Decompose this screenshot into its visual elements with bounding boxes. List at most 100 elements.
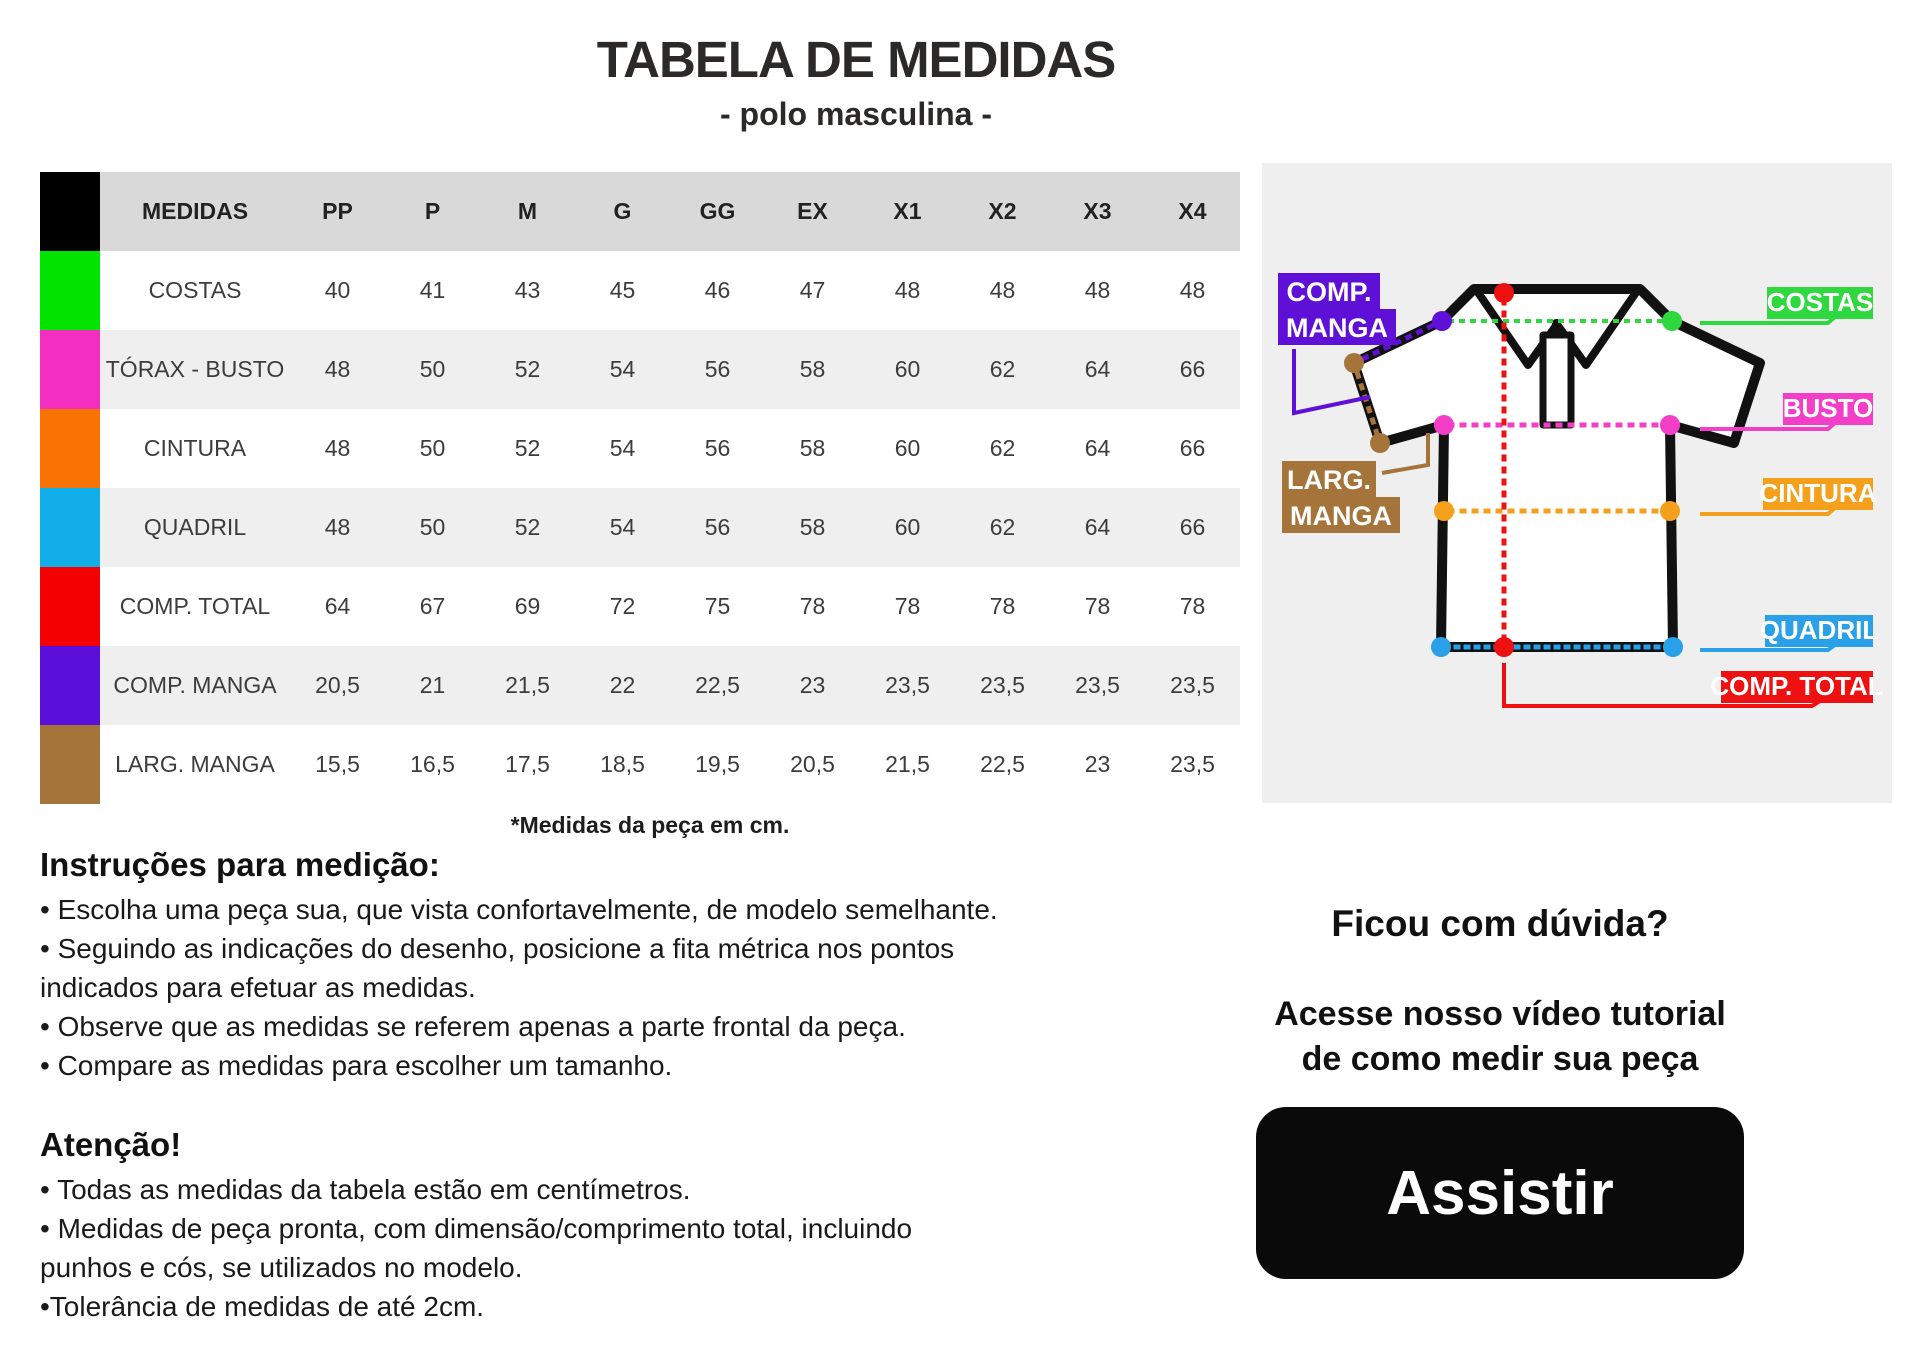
cell-value: 21,5 — [480, 646, 575, 725]
label-comp-manga-line2: MANGA — [1286, 313, 1388, 343]
label-comp-manga-box1 — [1278, 273, 1380, 309]
cell-value: 50 — [385, 330, 480, 409]
label-comp-total: COMP. TOTAL — [1710, 671, 1883, 701]
instructions-heading: Instruções para medição: — [40, 846, 440, 883]
table-row: TÓRAX - BUSTO 48 50 52 54 56 58 60 62 64… — [40, 330, 1240, 409]
cell-value: 56 — [670, 409, 765, 488]
cell-value: 40 — [290, 251, 385, 330]
column-header-size: X1 — [860, 172, 955, 251]
column-header-size: X4 — [1145, 172, 1240, 251]
placket — [1539, 331, 1575, 429]
cell-value: 18,5 — [575, 725, 670, 804]
label-larg-manga-box2 — [1282, 497, 1400, 533]
cell-value: 78 — [765, 567, 860, 646]
row-label: TÓRAX - BUSTO — [100, 330, 290, 409]
help-cta: Acesse nosso vídeo tutorial de como medi… — [1230, 992, 1770, 1082]
measure-dot-larg-manga-top — [1344, 353, 1364, 373]
cell-value: 67 — [385, 567, 480, 646]
cell-value: 23,5 — [955, 646, 1050, 725]
cell-value: 60 — [860, 488, 955, 567]
label-larg-manga-line1: LARG. — [1287, 465, 1371, 495]
cell-value: 50 — [385, 488, 480, 567]
cell-value: 22,5 — [955, 725, 1050, 804]
cell-value: 48 — [1050, 251, 1145, 330]
table-row: CINTURA 48 50 52 54 56 58 60 62 64 66 — [40, 409, 1240, 488]
cell-value: 23 — [1050, 725, 1145, 804]
cell-value: 72 — [575, 567, 670, 646]
cell-value: 47 — [765, 251, 860, 330]
label-cintura-box — [1763, 478, 1873, 510]
cell-value: 52 — [480, 488, 575, 567]
table-row: QUADRIL 48 50 52 54 56 58 60 62 64 66 — [40, 488, 1240, 567]
label-quadril: QUADRIL — [1760, 615, 1879, 645]
cell-value: 54 — [575, 330, 670, 409]
color-swatch — [40, 725, 100, 804]
cell-value: 23,5 — [1050, 646, 1145, 725]
cell-value: 52 — [480, 330, 575, 409]
cell-value: 23,5 — [860, 646, 955, 725]
measure-dot-comp-manga — [1432, 311, 1452, 331]
column-header-size: G — [575, 172, 670, 251]
cell-value: 78 — [1145, 567, 1240, 646]
measure-dot-larg-manga-bottom — [1370, 433, 1390, 453]
cell-value: 48 — [860, 251, 955, 330]
row-label: CINTURA — [100, 409, 290, 488]
cell-value: 62 — [955, 409, 1050, 488]
cell-value: 46 — [670, 251, 765, 330]
label-comp-total-box — [1721, 671, 1873, 703]
cell-value: 60 — [860, 409, 955, 488]
cell-value: 56 — [670, 330, 765, 409]
cell-value: 54 — [575, 488, 670, 567]
instructions-list: • Escolha uma peça sua, que vista confor… — [40, 890, 1220, 1085]
color-swatch — [40, 409, 100, 488]
cell-value: 48 — [290, 409, 385, 488]
color-swatch — [40, 567, 100, 646]
measure-dot-quadril-right — [1663, 637, 1683, 657]
column-header-medidas: MEDIDAS — [100, 172, 290, 251]
cell-value: 48 — [290, 488, 385, 567]
measure-dot-cintura-left — [1434, 501, 1454, 521]
polo-diagram-panel: COMP. MANGA LARG. MANGA COSTAS BUSTO CIN… — [1262, 163, 1892, 803]
attention-item: • Todas as medidas da tabela estão em ce… — [40, 1174, 691, 1205]
instruction-item: • Escolha uma peça sua, que vista confor… — [40, 894, 998, 925]
table-row: COSTAS 40 41 43 45 46 47 48 48 48 48 — [40, 251, 1240, 330]
size-table: MEDIDAS PP P M G GG EX X1 X2 X3 X4 COSTA… — [40, 172, 1240, 804]
attention-item: • Medidas de peça pronta, com dimensão/c… — [40, 1213, 913, 1244]
column-header-size: EX — [765, 172, 860, 251]
cell-value: 60 — [860, 330, 955, 409]
cell-value: 66 — [1145, 488, 1240, 567]
measure-line-larg-manga — [1350, 359, 1384, 447]
cell-value: 21,5 — [860, 725, 955, 804]
cell-value: 75 — [670, 567, 765, 646]
label-busto-box — [1783, 393, 1873, 425]
cell-value: 66 — [1145, 409, 1240, 488]
measure-dot-cintura-right — [1660, 501, 1680, 521]
measure-dot-busto-right — [1660, 415, 1680, 435]
row-label: COMP. TOTAL — [100, 567, 290, 646]
cell-value: 16,5 — [385, 725, 480, 804]
label-busto: BUSTO — [1783, 393, 1874, 423]
label-larg-manga-box1 — [1282, 461, 1376, 497]
table-footnote: *Medidas da peça em cm. — [510, 812, 790, 838]
cell-value: 48 — [955, 251, 1050, 330]
help-cta-line1: Acesse nosso vídeo tutorial — [1274, 995, 1726, 1033]
cell-value: 21 — [385, 646, 480, 725]
measure-dot-comp-total-top — [1494, 283, 1514, 303]
row-label: COMP. MANGA — [100, 646, 290, 725]
cell-value: 48 — [290, 330, 385, 409]
column-header-size: P — [385, 172, 480, 251]
cell-value: 22 — [575, 646, 670, 725]
cell-value: 78 — [1050, 567, 1145, 646]
page-title: TABELA DE MEDIDAS — [596, 31, 1117, 88]
page-subtitle: - polo masculina - — [719, 96, 993, 132]
polo-diagram: COMP. MANGA LARG. MANGA COSTAS BUSTO CIN… — [1278, 273, 1884, 708]
measure-dot-costas — [1662, 311, 1682, 331]
watch-button[interactable]: Assistir — [1256, 1107, 1744, 1279]
cell-value: 58 — [765, 488, 860, 567]
color-swatch — [40, 251, 100, 330]
cell-value: 62 — [955, 488, 1050, 567]
cell-value: 20,5 — [765, 725, 860, 804]
column-header-size: GG — [670, 172, 765, 251]
color-swatch — [40, 646, 100, 725]
cell-value: 48 — [1145, 251, 1240, 330]
